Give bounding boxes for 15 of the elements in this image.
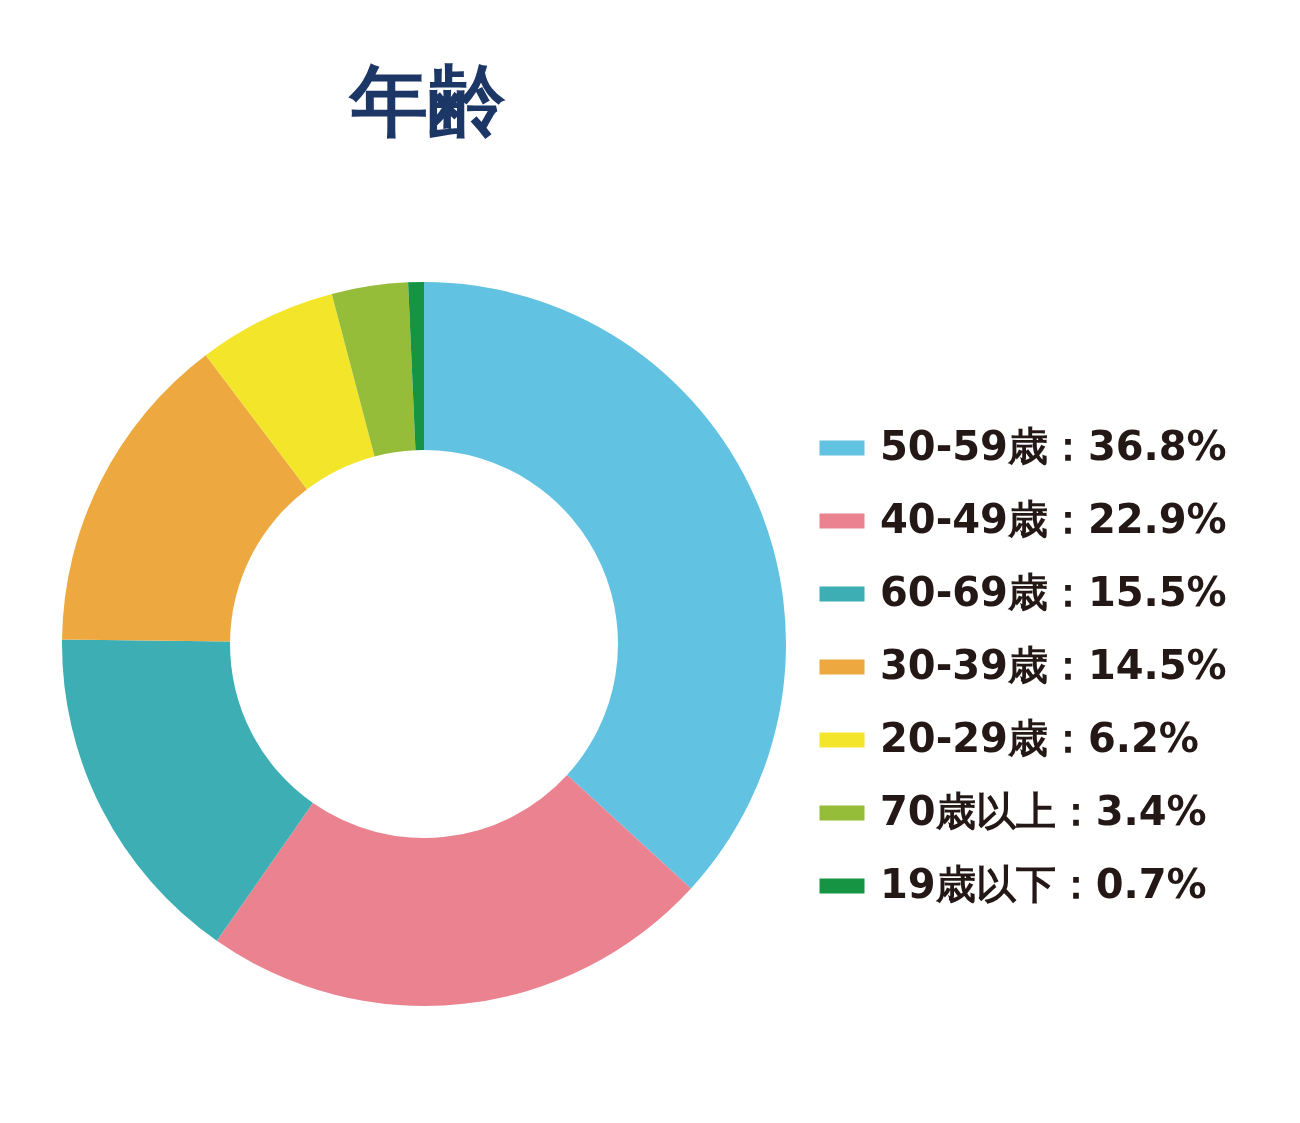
- donut-slice: [216, 775, 691, 1006]
- legend-label: 70歳以上：3.4%: [880, 788, 1207, 834]
- donut-slice: [62, 639, 313, 941]
- legend-label: 30-39歳：14.5%: [880, 642, 1227, 688]
- legend-label: 60-69歳：15.5%: [880, 569, 1227, 615]
- legend-label: 20-29歳：6.2%: [880, 715, 1199, 761]
- donut-slice: [205, 293, 375, 490]
- donut-slice: [408, 282, 424, 451]
- legend-label: 19歳以下：0.7%: [880, 861, 1207, 907]
- donut-slice: [424, 282, 786, 889]
- donut-slice: [331, 282, 416, 457]
- legend-label: 50-59歳：36.8%: [880, 423, 1227, 469]
- donut-slice: [62, 355, 308, 642]
- legend-label: 40-49歳：22.9%: [880, 496, 1227, 542]
- chart-title: 年齢: [348, 56, 506, 146]
